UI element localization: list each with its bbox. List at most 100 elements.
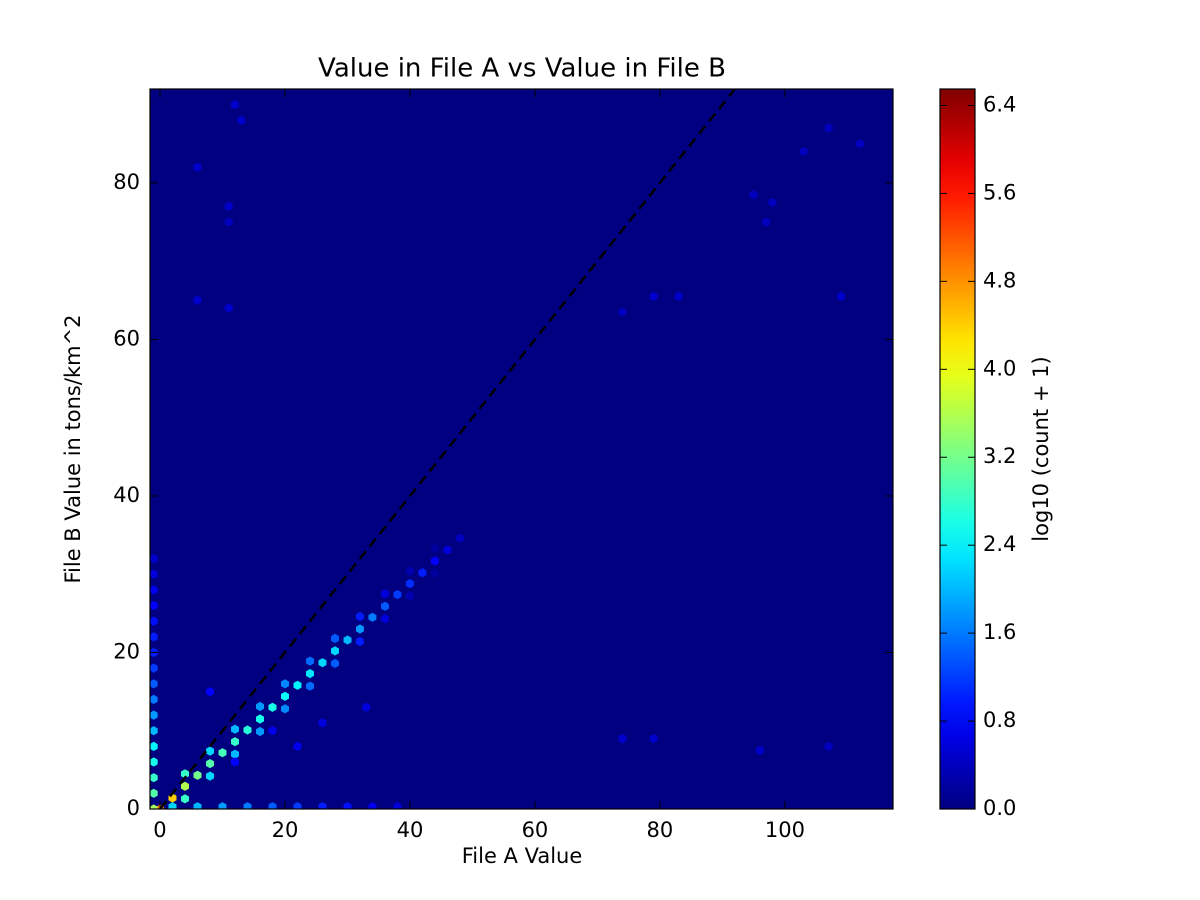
- hex-cell: [281, 691, 289, 701]
- hex-cell: [150, 600, 158, 611]
- hex-cell: [268, 702, 277, 712]
- colorbar-tick-label: 0.0: [983, 796, 1016, 820]
- hex-cell: [150, 554, 158, 564]
- x-tick-label: 20: [272, 818, 299, 842]
- hex-cell: [406, 591, 414, 601]
- hex-cell: [431, 556, 439, 566]
- colorbar-tick-label: 0.8: [983, 708, 1016, 732]
- hex-cell: [406, 566, 414, 576]
- hex-cell: [231, 737, 239, 747]
- hex-cell: [231, 757, 239, 767]
- hex-cell: [193, 162, 202, 172]
- hex-cell: [362, 702, 371, 712]
- hex-cell: [218, 748, 227, 758]
- hex-cell: [368, 612, 377, 622]
- hex-cell: [168, 802, 177, 809]
- plot-frame: [149, 88, 894, 810]
- hex-cell: [768, 197, 777, 208]
- hex-cell: [150, 726, 158, 736]
- hex-cell: [293, 680, 302, 690]
- x-tick-label: 40: [397, 818, 424, 842]
- y-axis-label: File B Value in tons/km^2: [61, 314, 85, 583]
- hex-cell: [243, 725, 252, 735]
- hex-cell: [443, 545, 452, 555]
- hex-cell: [393, 590, 402, 600]
- x-axis-label: File A Value: [462, 844, 583, 868]
- hex-cell: [206, 759, 214, 769]
- hex-cell: [231, 100, 239, 110]
- chart-title: Value in File A vs Value in File B: [318, 54, 726, 84]
- hex-cell: [343, 802, 352, 809]
- hex-cell: [193, 770, 202, 780]
- hex-cell: [206, 771, 214, 781]
- hex-cell: [256, 714, 264, 724]
- hex-cell: [343, 635, 352, 645]
- x-tick-label: 0: [153, 818, 166, 842]
- hexbins: [150, 89, 864, 809]
- hex-cell: [150, 585, 158, 595]
- hex-cell: [193, 802, 202, 809]
- hex-cell: [649, 734, 658, 744]
- hex-cell: [281, 704, 289, 714]
- hex-cell: [293, 802, 302, 809]
- hex-cell: [762, 217, 771, 227]
- hex-cell: [218, 802, 227, 809]
- x-tick-label: 60: [522, 818, 549, 842]
- hex-cell: [381, 614, 389, 624]
- hex-cell: [306, 669, 314, 679]
- hex-cell: [150, 679, 158, 689]
- hex-cell: [231, 724, 239, 734]
- hex-cell: [318, 658, 327, 668]
- hex-cell: [356, 611, 364, 622]
- hex-cell: [456, 533, 464, 543]
- hex-cell: [150, 694, 158, 704]
- y-tick-label: 40: [113, 483, 140, 507]
- hex-cell: [181, 781, 189, 791]
- hex-cell: [243, 802, 252, 809]
- colorbar-tick-label: 4.0: [983, 356, 1016, 380]
- x-tick-label: 100: [765, 818, 805, 842]
- hex-cell: [406, 579, 414, 589]
- hex-cell: [206, 687, 214, 697]
- hex-cell: [393, 802, 402, 809]
- hex-cell: [824, 741, 833, 751]
- hex-cell: [150, 788, 158, 798]
- hex-cell: [281, 679, 289, 689]
- diagonal-line: [159, 89, 736, 809]
- hex-cell: [331, 633, 339, 643]
- hex-cell: [381, 589, 389, 599]
- hex-cell: [224, 217, 233, 227]
- colorbar-label: log10 (count + 1): [1029, 356, 1053, 541]
- colorbar-tick-label: 1.6: [983, 620, 1016, 644]
- hex-cell: [256, 726, 264, 737]
- hex-cell: [855, 139, 864, 149]
- plot-background: [150, 89, 893, 809]
- colorbar: [939, 88, 976, 810]
- colorbar-tick-label: 2.4: [983, 532, 1016, 556]
- hex-cell: [181, 769, 189, 779]
- hex-cell: [306, 656, 314, 666]
- hex-cell: [381, 601, 389, 611]
- hex-cell: [150, 632, 158, 642]
- hex-cell: [824, 123, 833, 133]
- colorbar-tick-label: 3.2: [983, 444, 1016, 468]
- hex-cell: [224, 201, 233, 211]
- hex-cell: [618, 734, 627, 744]
- hex-cell: [268, 726, 277, 736]
- hex-cell: [181, 794, 189, 804]
- colorbar-tick-label: 5.6: [983, 180, 1016, 204]
- hex-cell: [649, 291, 658, 301]
- hex-cell: [331, 658, 339, 668]
- hex-cell: [150, 616, 158, 626]
- hex-cell: [674, 291, 683, 301]
- hex-cell: [206, 746, 214, 756]
- y-tick-label: 20: [113, 639, 140, 663]
- hex-cell: [256, 701, 264, 712]
- hex-cell: [150, 804, 158, 809]
- hex-cell: [618, 307, 627, 317]
- hex-cell: [431, 543, 439, 553]
- hex-cell: [331, 646, 339, 656]
- hex-cell: [150, 773, 158, 783]
- hex-cell: [268, 802, 277, 809]
